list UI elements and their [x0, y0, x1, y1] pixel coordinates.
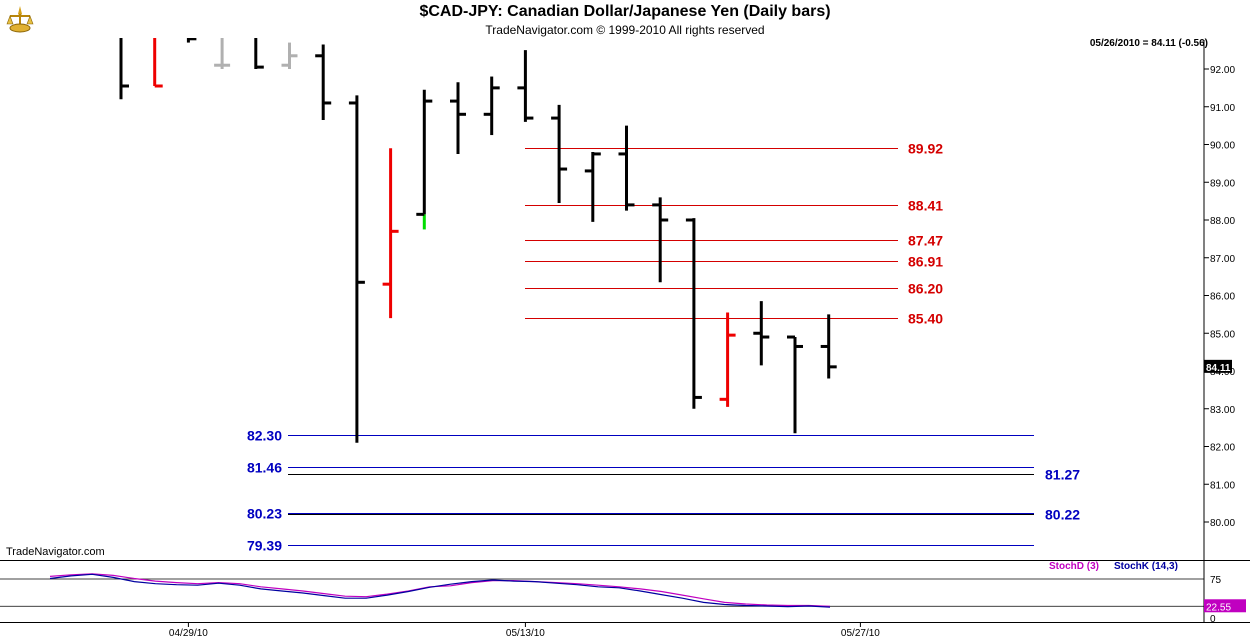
stoch-last-label: 22.55	[1206, 602, 1231, 613]
ohlc-bar	[652, 197, 669, 283]
price-tick-label: 89.00	[1210, 178, 1235, 189]
ohlc-bar	[820, 314, 837, 379]
price-tick-label: 88.00	[1210, 216, 1235, 227]
date-tick-label: 05/27/10	[841, 628, 880, 639]
ohlc-bar	[450, 82, 466, 154]
stochastic-panel: 75 022.55	[0, 573, 1246, 625]
ohlc-bar	[584, 152, 601, 222]
support-label: 81.27	[1045, 467, 1080, 483]
stoch-tick-label: 75	[1210, 575, 1222, 586]
ohlc-bar	[186, 38, 197, 43]
price-tick-label: 87.00	[1210, 254, 1235, 265]
ohlc-bar	[416, 89, 433, 230]
price-tick-label: 82.00	[1210, 443, 1235, 454]
resistance-label: 86.20	[908, 281, 943, 297]
last-quote: 05/26/2010 = 84.11 (-0.56)	[1089, 38, 1208, 49]
resistance-label: 88.41	[908, 198, 943, 214]
legend-stochd: StochD (3)	[1049, 561, 1099, 572]
stoch-tick-label: 0	[1210, 614, 1216, 625]
price-tick-label: 92.00	[1210, 65, 1235, 76]
ohlc-bar	[753, 301, 770, 366]
price-tick-label: 81.00	[1210, 480, 1235, 491]
price-axis: 80.0081.0082.0083.0084.0085.0086.0087.00…	[1204, 65, 1235, 529]
ohlc-bar	[551, 104, 568, 204]
price-levels: 89.92 88.41 87.47 86.91 86.20 85.40 82.30 81.46…	[247, 141, 1080, 554]
ohlc-bar	[685, 218, 702, 409]
ohlc-bar	[348, 95, 365, 443]
ohlc-bar	[719, 312, 736, 407]
ohlc-bar	[787, 335, 803, 434]
ohlc-bar	[382, 148, 399, 319]
resistance-label: 86.91	[908, 254, 943, 270]
ohlc-bar	[214, 38, 231, 69]
legend-stochk: StochK (14,3)	[1114, 561, 1178, 572]
resistance-label: 87.47	[908, 233, 943, 249]
ohlc-bar	[119, 38, 129, 100]
date-axis: 04/29/10 05/13/10 05/27/10	[169, 622, 880, 639]
trade-navigator-logo	[5, 4, 35, 39]
ohlc-bars	[119, 38, 837, 443]
ohlc-bar	[254, 38, 264, 69]
chart-title: $CAD-JPY: Canadian Dollar/Japanese Yen (…	[419, 3, 831, 20]
price-tick-label: 80.00	[1210, 518, 1235, 529]
ohlc-bar	[315, 44, 332, 120]
last-price-box	[1204, 359, 1232, 373]
price-tick-label: 86.00	[1210, 292, 1235, 303]
ohlc-bar	[281, 42, 298, 69]
date-tick-label: 05/13/10	[506, 628, 545, 639]
resistance-label: 89.92	[908, 141, 943, 157]
ohlc-bar	[517, 50, 534, 122]
stoch-last-box	[1204, 599, 1246, 613]
ohlc-bar	[153, 38, 163, 88]
date-tick-label: 04/29/10	[169, 628, 208, 639]
ohlc-bar	[618, 125, 635, 211]
support-label: 81.46	[247, 460, 282, 476]
chart-subtitle: TradeNavigator.com © 1999-2010 All right…	[485, 23, 765, 37]
price-tick-label: 85.00	[1210, 329, 1235, 340]
support-label: 80.23	[247, 506, 282, 522]
resistance-label: 85.40	[908, 311, 943, 327]
price-tick-label: 91.00	[1210, 103, 1235, 114]
brand-label: TradeNavigator.com	[6, 546, 105, 558]
support-label: 82.30	[247, 428, 282, 444]
price-tick-label: 83.00	[1210, 405, 1235, 416]
support-label: 79.39	[247, 538, 282, 554]
support-label: 80.22	[1045, 507, 1080, 523]
price-tick-label: 90.00	[1210, 141, 1235, 152]
last-price-label: 84.11	[1206, 363, 1231, 374]
ohlc-bar	[483, 76, 500, 136]
stoch-series-line	[49, 573, 831, 608]
